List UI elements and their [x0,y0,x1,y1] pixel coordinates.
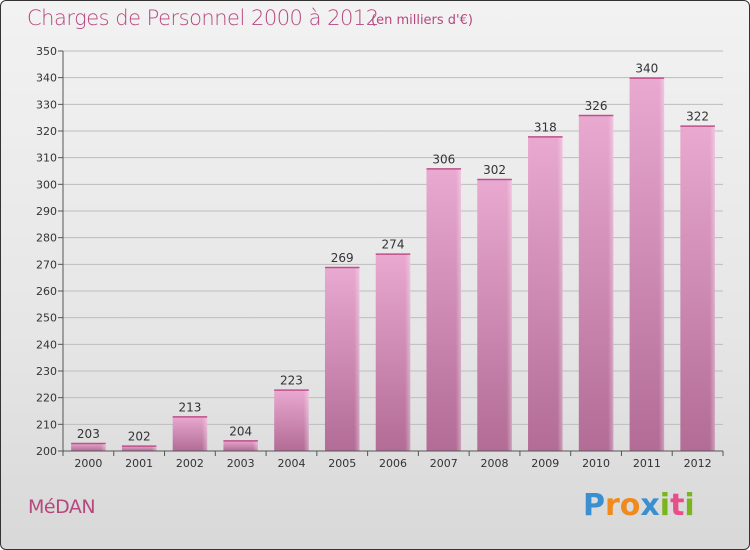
x-tick-label-2003: 2003 [227,457,255,470]
bar-highlight [680,125,715,452]
y-tick-label: 230 [36,365,57,378]
y-tick-label: 210 [36,418,57,431]
bar-highlight [426,168,462,452]
y-tick-label: 350 [36,45,57,58]
x-tick-label-2001: 2001 [125,457,153,470]
y-tick-label: 240 [36,338,57,351]
y-tick-label: 260 [36,285,57,298]
x-tick-label-2002: 2002 [176,457,204,470]
logo-letter: x [640,488,660,523]
data-label-2012: 322 [686,110,709,124]
data-label-2004: 223 [280,374,303,388]
axis-layer: 200 210 220 230 240 250 260 270 280 290 300 310 320 3… [36,45,724,470]
data-label-2005: 269 [331,251,354,265]
bar-layer: 203 202 213 204 223 269 274 306 302 318 326 340 322 [71,62,715,452]
x-tick-label-2010: 2010 [582,457,610,470]
logo-letter: r [605,488,620,523]
proxiti-logo: Proxiti [583,488,695,523]
bar-highlight [71,443,106,451]
chart-subtitle: (en milliers d'€) [371,13,473,28]
logo-letter: i [659,488,671,523]
bar-highlight [172,416,208,451]
bar-highlight [223,440,258,451]
data-label-2011: 340 [635,62,658,76]
y-tick-label: 300 [36,178,57,191]
y-tick-label: 290 [36,205,57,218]
bar-highlight [477,179,512,451]
y-tick-label: 310 [36,152,57,165]
logo-letter: o [619,488,641,523]
bar-highlight [121,445,157,451]
x-tick-label-2008: 2008 [481,457,509,470]
x-tick-label-2012: 2012 [684,457,712,470]
x-tick-label-2005: 2005 [328,457,356,470]
data-label-2009: 318 [534,120,557,134]
bar-highlight [375,253,411,451]
data-label-2008: 302 [483,163,506,177]
logo-letter: P [583,488,605,523]
bar-highlight [629,77,665,452]
place-name: MéDAN [28,496,96,518]
data-label-2003: 204 [229,424,252,438]
y-tick-label: 320 [36,125,57,138]
x-tick-label-2007: 2007 [430,457,458,470]
y-tick-label: 330 [36,98,57,111]
x-tick-label-2000: 2000 [74,457,102,470]
y-tick-label: 250 [36,312,57,325]
y-tick-label: 280 [36,232,57,245]
data-label-2002: 213 [178,400,201,414]
logo-letter: t [670,488,685,523]
logo-letter: i [684,488,695,523]
y-tick-label: 340 [36,72,57,85]
y-tick-label: 270 [36,258,57,271]
data-label-2001: 202 [128,430,151,444]
data-label-2006: 274 [382,238,405,252]
x-tick-label-2011: 2011 [633,457,661,470]
y-tick-label: 220 [36,392,57,405]
bar-highlight [324,267,360,451]
chart-title: Charges de Personnel 2000 à 2012 [27,6,379,30]
data-label-2010: 326 [585,99,608,113]
data-label-2000: 203 [77,427,100,441]
x-tick-label-2006: 2006 [379,457,407,470]
y-tick-label: 200 [36,445,57,458]
data-label-2007: 306 [432,152,455,166]
bar-highlight [274,389,309,451]
bar-highlight [528,136,563,452]
x-tick-label-2004: 2004 [277,457,305,470]
bar-highlight [578,115,614,451]
x-tick-label-2009: 2009 [531,457,559,470]
